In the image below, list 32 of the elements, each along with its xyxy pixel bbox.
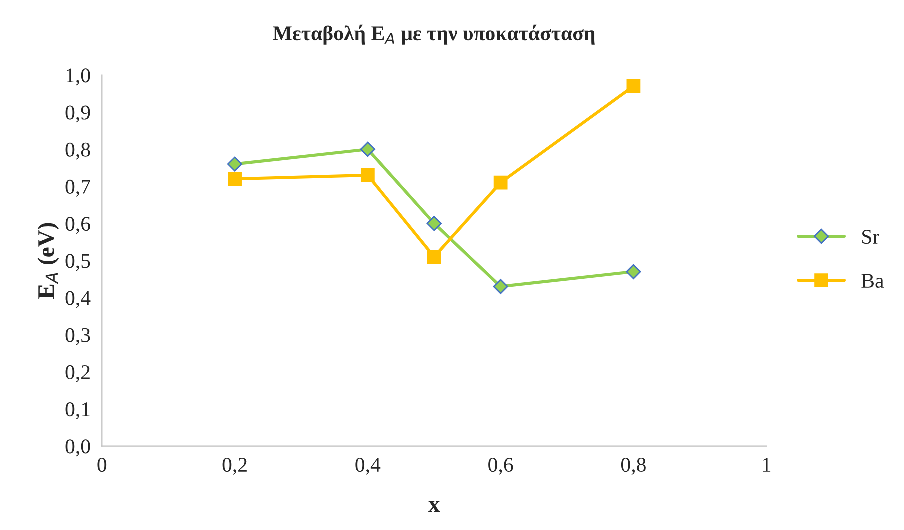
- y-tick-label: 0,6: [66, 217, 90, 234]
- chart-title: Μεταβολή E$_{A}$ με την υποκατάσταση: [273, 24, 595, 45]
- point: [360, 168, 375, 182]
- x-axis-title: x: [428, 501, 440, 512]
- point: [626, 79, 641, 94]
- y-tick-label: 0,1: [66, 402, 90, 420]
- x-tick-label: 0: [98, 458, 107, 472]
- x-tick-label: 0,6: [488, 458, 514, 476]
- x-tick-label: 0,4: [356, 458, 381, 476]
- y-tick-label: 0,5: [66, 254, 90, 272]
- point: [228, 172, 242, 186]
- point: [493, 279, 508, 294]
- y-tick-label: 0,2: [66, 365, 90, 382]
- x-tick-label: 1: [763, 458, 771, 472]
- x-tick-label: 0,2: [222, 458, 247, 476]
- point: [227, 156, 243, 172]
- y-tick-label: 0,4: [66, 291, 91, 308]
- legend-label: Sr: [862, 230, 880, 244]
- point: [426, 216, 442, 232]
- y-tick-label: 0,3: [66, 328, 90, 346]
- y-tick-label: 0,9: [66, 106, 90, 123]
- x-tick-label: 0,8: [621, 458, 646, 476]
- y-tick-label: 0,7: [66, 180, 90, 197]
- point: [427, 250, 442, 264]
- y-tick-label: 0,8: [66, 142, 90, 160]
- point: [360, 142, 376, 158]
- y-axis-title: E$_{A}$ (eV): [38, 223, 60, 299]
- y-tick-label: 1,0: [66, 68, 90, 86]
- y-tick-label: 0,0: [66, 440, 90, 457]
- point: [494, 176, 508, 190]
- legend-label: Ba: [862, 274, 884, 288]
- point: [626, 264, 642, 280]
